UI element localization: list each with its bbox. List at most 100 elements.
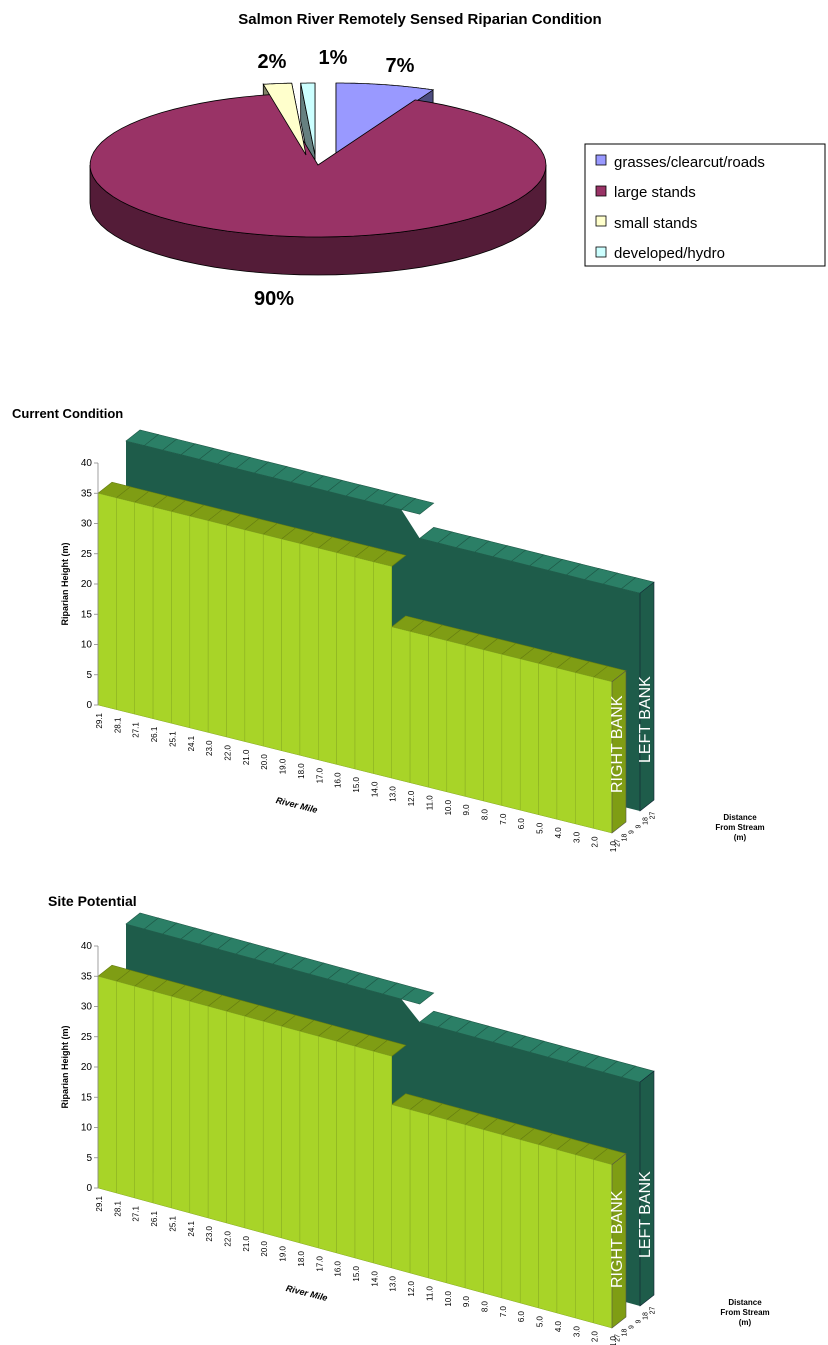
chart-title-site: Site Potential: [48, 893, 137, 909]
depth-tick-label: 9: [635, 1319, 642, 1323]
x-tick-label: 28.1: [113, 717, 122, 733]
x-tick-label: 16.0: [334, 1260, 343, 1276]
x-tick-label: 19.0: [279, 1245, 288, 1261]
x-tick-label: 4.0: [554, 1320, 563, 1332]
x-tick-label: 3.0: [572, 1325, 581, 1337]
x-tick-label: 26.1: [150, 726, 159, 742]
right-bank-bar: [538, 1144, 558, 1314]
x-tick-label: 9.0: [462, 804, 471, 816]
legend-swatch-grasses: [595, 154, 607, 166]
right-bank-bar: [446, 640, 466, 797]
site-potential-chart: Site Potential RIGHT BANK LEFT BANK 0 5 10 15…: [48, 893, 770, 1345]
pie-legend: grasses/clearcut/roads large stands smal…: [584, 143, 826, 267]
depth-tick-label: 9: [635, 824, 642, 828]
right-bank-bar: [391, 1104, 411, 1274]
y-tick-label: 5: [86, 670, 92, 681]
depth-tick-label: 27: [649, 1307, 656, 1315]
x-tick-label: 18.0: [297, 763, 306, 779]
depth-tick-label: 27: [649, 812, 656, 820]
x-tick-label: 3.0: [572, 831, 581, 843]
x-tick-label: 2.0: [591, 1330, 600, 1342]
y-tick-label: 40: [81, 941, 93, 952]
y-tick-label: 35: [81, 971, 93, 982]
x-tick-label: 10.0: [444, 1290, 453, 1306]
pie-label-developed: 1%: [319, 47, 348, 69]
x-tick-label: 6.0: [517, 1310, 526, 1322]
depth-tick-label: 18: [621, 1329, 628, 1337]
y-axis-label: Riparian Height (m): [60, 1025, 70, 1108]
right-bank-bar: [464, 644, 484, 802]
x-tick-label: 13.0: [389, 786, 398, 802]
right-bank-bar: [354, 1045, 374, 1264]
right-bank-bar: [189, 1000, 209, 1219]
right-bank-bar: [409, 1109, 429, 1279]
legend-swatch-developed: [595, 246, 607, 258]
y-tick-label: 20: [81, 1062, 93, 1073]
y-tick-label: 15: [81, 1092, 93, 1103]
y-tick-label: 0: [86, 700, 92, 711]
right-bank-bar: [134, 502, 154, 720]
x-tick-label: 8.0: [481, 1300, 490, 1312]
x-tick-label: 21.0: [242, 749, 251, 765]
right-bank-bar: [244, 1015, 264, 1234]
x-tick-label: 15.0: [352, 1265, 361, 1281]
x-tick-label: 22.0: [224, 744, 233, 760]
right-bank-bar: [171, 995, 191, 1214]
right-bank-bar: [97, 975, 117, 1194]
pie-chart-title: Salmon River Remotely Sensed Riparian Co…: [238, 11, 601, 28]
right-bank-bar: [391, 626, 411, 784]
legend-swatch-large-stands: [595, 185, 607, 197]
legend-frame: [584, 143, 826, 267]
left-bank-bar-top: [400, 498, 435, 515]
x-tick-label: 16.0: [334, 772, 343, 788]
right-bank-bar: [97, 492, 117, 710]
right-bank-bar: [336, 552, 356, 770]
right-bank-bar: [318, 547, 337, 765]
y-tick-label: 15: [81, 609, 93, 620]
z-axis-label: Distance From Stream (m): [715, 813, 764, 842]
right-bank-bar: [152, 990, 172, 1209]
depth-tick-label: 9: [628, 1325, 635, 1329]
x-tick-label: 25.1: [168, 1215, 177, 1231]
legend-item-large-stands: large stands: [595, 184, 696, 201]
pie-label-small-stands: 2%: [258, 51, 287, 73]
right-bank-bar: [409, 631, 429, 788]
y-tick-label: 10: [81, 640, 93, 651]
right-bank-bar: [336, 1040, 356, 1259]
legend-label-grasses: grasses/clearcut/roads: [614, 154, 765, 171]
right-bank-bar: [446, 1119, 466, 1289]
x-tick-label: 2.0: [591, 836, 600, 848]
x-tick-label: 1.0: [609, 840, 618, 852]
x-tick-label: 11.0: [425, 1285, 434, 1301]
right-bank-bar: [281, 1025, 301, 1244]
x-tick-label: 28.1: [113, 1200, 122, 1216]
depth-tick-label: 27: [614, 1334, 621, 1342]
pie-slice-large-stands: [89, 93, 547, 238]
x-tick-label: 21.0: [242, 1235, 251, 1251]
x-tick-label: 23.0: [205, 1225, 214, 1241]
right-bank-bar: [575, 1154, 594, 1324]
x-tick-label: 27.1: [132, 1205, 141, 1221]
x-tick-label: 1.0: [609, 1335, 618, 1345]
x-tick-label: 5.0: [536, 822, 545, 834]
right-bank-bar: [207, 520, 227, 738]
right-bank-bar: [318, 1035, 337, 1254]
right-bank-bar: [244, 529, 264, 747]
left-bank-end: [639, 581, 655, 812]
depth-tick-label: 27: [614, 839, 621, 847]
right-bank-bar: [171, 511, 191, 729]
y-tick-label: 0: [86, 1183, 92, 1194]
right-bank-bar: [189, 515, 209, 733]
right-bank-bar: [373, 561, 392, 779]
depth-tick-label: 18: [642, 817, 649, 825]
left-bank-label: LEFT BANK: [637, 1171, 654, 1258]
x-tick-label: 11.0: [425, 795, 434, 811]
x-tick-label: 26.1: [150, 1210, 159, 1226]
legend-item-small-stands: small stands: [595, 215, 697, 232]
right-bank-bar: [428, 1114, 448, 1284]
right-bank-bar: [226, 524, 246, 742]
pie-slice-small-stands: [262, 82, 307, 156]
x-tick-label: 24.1: [187, 735, 196, 751]
right-bank-end: [611, 670, 627, 834]
depth-tick-label: 18: [621, 834, 628, 842]
